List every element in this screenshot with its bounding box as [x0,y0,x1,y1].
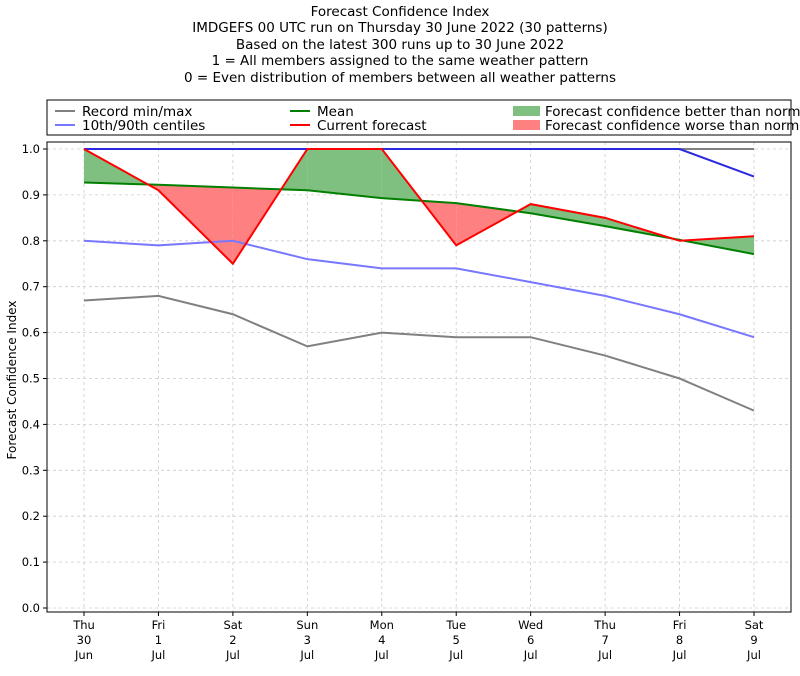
better-than-normal-fill [683,236,754,255]
x-tick-label: Mon 4 Jul [370,618,394,662]
subtitle-line: Based on the latest 300 runs up to 30 Ju… [235,36,565,53]
chart-title: Forecast Confidence Index IMDGEFS 00 UTC… [0,4,800,86]
y-tick-label: 0.5 [22,372,40,386]
better-than-normal-fill [307,149,382,199]
grid [47,142,791,612]
legend-label: 10th/90th centiles [82,118,205,134]
y-tick-label: 0.2 [22,509,40,523]
current-forecast-line [83,148,755,266]
x-tick-label: Sat 2 Jul [223,618,242,662]
legend-patch-swatch [513,120,540,130]
y-tick-label: 0.1 [22,555,40,569]
legend-label: Mean [317,104,354,120]
y-tick-label: 0.4 [22,417,40,431]
series-lines [83,148,755,412]
record-min-line [83,294,755,412]
y-tick-label: 0.3 [22,463,40,477]
x-tick-label: Fri 1 Jul [150,618,165,662]
x-tick-label: Fri 8 Jul [672,618,687,662]
x-tick-label: Wed 6 Jul [518,618,543,662]
subtitle-line: 1 = All members assigned to the same wea… [211,53,589,70]
legend-label: Forecast confidence better than normal [545,104,800,120]
x-tick-label: Sat 9 Jul [745,618,764,662]
p10-centile-line [83,239,755,339]
legend-frame [46,99,792,136]
legend-label: Forecast confidence worse than normal [545,118,800,134]
confidence-fills [84,149,754,264]
y-tick-label: 0.0 [22,601,40,615]
y-tick-label: 1.0 [22,142,40,156]
worse-than-normal-fill [456,203,518,246]
x-tick-label: Sun 3 Jul [296,618,318,662]
x-tick-label: Tue 5 Jul [445,618,466,662]
legend-patch-swatch [513,106,540,116]
x-tick-label: Thu 30 Jun [72,618,95,662]
y-tick-label: 0.9 [22,188,40,202]
x-tick-label: Thu 7 Jul [593,618,616,662]
y-tick-label: 0.8 [22,234,40,248]
axis-ticks: 0.0 0.1 0.2 0.3 0.4 0.5 0.6 0.7 0.8 0.9 1.0 Thu 30 Ju… [22,142,764,662]
y-axis-label: Forecast Confidence Index [5,301,19,460]
p90-centile-line [84,148,755,178]
mean-line [83,181,755,256]
y-tick-label: 0.7 [22,280,40,294]
subtitle-line: 0 = Even distribution of members between… [183,69,617,86]
subtitle-line: IMDGEFS 00 UTC run on Thursday 30 June 2… [192,20,608,37]
better-than-normal-fill [530,204,606,227]
legend-label: Record min/max [82,104,192,120]
title-line: Forecast Confidence Index [310,4,490,20]
plot-frame [46,141,792,613]
legend-label: Current forecast [317,118,427,134]
y-tick-label: 0.6 [22,326,40,340]
